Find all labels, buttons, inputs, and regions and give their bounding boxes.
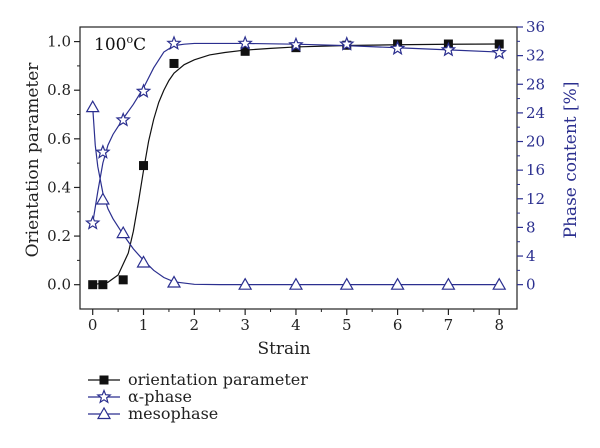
y-left-tick-label: 0.4 <box>47 178 71 196</box>
y-right-tick-label: 24 <box>526 104 545 122</box>
x-tick-label: 1 <box>139 316 149 334</box>
data-point-0-0 <box>88 280 98 290</box>
series-1 <box>84 35 507 230</box>
annotation-main: 100 <box>94 35 126 55</box>
data-point-0-4 <box>169 58 179 68</box>
series-layer <box>84 35 507 290</box>
data-point-0-10 <box>494 39 504 49</box>
x-tick-label: 8 <box>494 316 504 334</box>
data-point-2-7 <box>339 277 354 290</box>
series-0 <box>88 39 504 290</box>
y-right-tick-label: 28 <box>526 75 545 93</box>
data-point-1-3 <box>135 83 152 99</box>
data-point-2-10 <box>492 277 507 290</box>
data-point-0-1 <box>98 280 108 290</box>
legend-label-1: α-phase <box>128 387 192 406</box>
y-right-tick-label: 32 <box>526 47 545 65</box>
data-point-2-1 <box>95 192 110 205</box>
y-right-tick-label: 20 <box>526 133 545 151</box>
data-point-0-3 <box>139 161 149 171</box>
y-right-tick-label: 0 <box>526 276 536 294</box>
y-right-tick-label: 12 <box>526 190 545 208</box>
data-point-1-6 <box>288 36 304 52</box>
data-point-2-6 <box>288 277 303 290</box>
x-tick-label: 0 <box>88 316 98 334</box>
data-point-1-4 <box>166 35 182 51</box>
data-point-1-7 <box>339 36 355 51</box>
annotation-temperature: 100oC <box>94 33 146 55</box>
y-right-tick-label: 36 <box>526 18 545 36</box>
data-point-1-1 <box>95 144 111 159</box>
y-axis-title-left: Orientation parameter <box>23 62 43 258</box>
legend-marker-2 <box>96 406 112 420</box>
series-line-1 <box>92 42 500 224</box>
x-tick-label: 3 <box>240 316 250 334</box>
data-point-1-10 <box>491 44 507 60</box>
plot-frame <box>79 26 518 310</box>
x-tick-label: 4 <box>291 316 301 334</box>
y-left-tick-label: 0.0 <box>47 276 71 294</box>
data-point-2-2 <box>116 225 131 239</box>
x-axis-title: Strain <box>257 339 310 359</box>
x-tick-label: 2 <box>190 316 200 334</box>
y-right-tick-label: 16 <box>526 161 545 179</box>
data-point-2-0 <box>85 99 100 113</box>
x-tick-label: 5 <box>342 316 352 334</box>
data-point-0-2 <box>118 275 128 285</box>
data-point-2-3 <box>136 255 151 268</box>
y-left-tick-label: 1.0 <box>47 33 71 51</box>
series-line-0 <box>92 43 500 286</box>
data-point-2-9 <box>441 277 456 290</box>
legend-marker-1 <box>96 388 112 404</box>
y-left-tick-label: 0.6 <box>47 130 71 148</box>
data-point-0-5 <box>240 46 250 56</box>
series-2 <box>85 99 507 290</box>
axis-ticks: 0 1 2 3 4 5 6 7 80.00.20.40.60.81.00481216202428… <box>47 18 545 334</box>
data-point-1-0 <box>84 214 101 230</box>
x-tick-label: 7 <box>444 316 454 334</box>
plot-border <box>79 26 518 310</box>
y-right-tick-label: 8 <box>526 218 536 236</box>
data-point-2-4 <box>166 275 182 288</box>
data-point-1-2 <box>115 111 131 127</box>
legend-label-2: mesophase <box>128 404 218 423</box>
y-left-tick-label: 0.2 <box>47 227 71 245</box>
data-point-1-9 <box>440 41 457 57</box>
data-point-2-5 <box>238 277 253 290</box>
data-point-1-8 <box>389 40 406 56</box>
data-point-2-8 <box>390 277 405 290</box>
y-left-tick-label: 0.8 <box>47 81 71 99</box>
y-right-tick-label: 4 <box>526 247 536 265</box>
annotation-sup: o <box>126 33 133 46</box>
data-point-1-5 <box>237 35 253 51</box>
series-line-2 <box>92 107 500 286</box>
legend-marker-0 <box>99 375 109 385</box>
x-tick-label: 6 <box>393 316 403 334</box>
legend-label-0: orientation parameter <box>128 370 308 389</box>
y-axis-title-right: Phase content [%] <box>561 82 581 239</box>
annotation-tail: C <box>133 35 146 55</box>
